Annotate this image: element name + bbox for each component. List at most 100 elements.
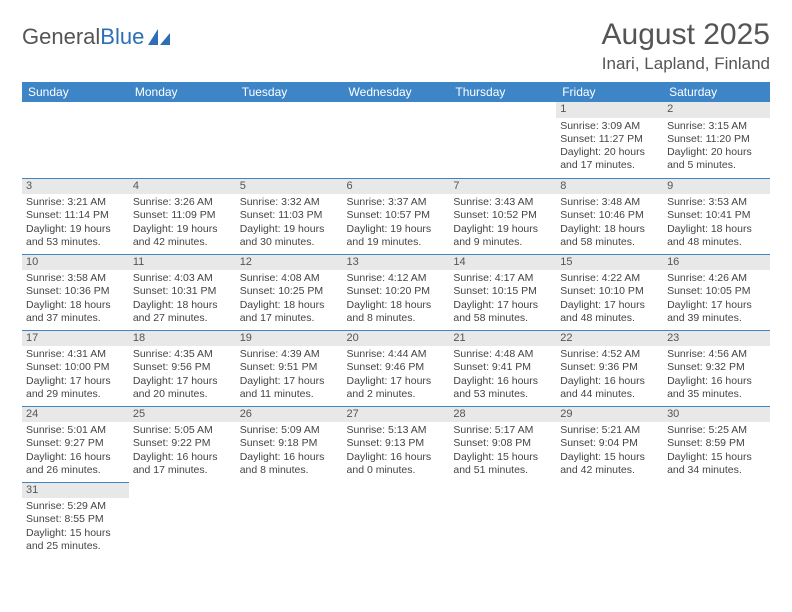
- day-number: 23: [663, 331, 770, 347]
- calendar-cell: 29Sunrise: 5:21 AMSunset: 9:04 PMDayligh…: [556, 406, 663, 482]
- sunrise: Sunrise: 5:05 AM: [133, 424, 232, 437]
- sunrise: Sunrise: 5:09 AM: [240, 424, 339, 437]
- sunrise: Sunrise: 4:31 AM: [26, 348, 125, 361]
- day-number: 27: [343, 407, 450, 423]
- daylight: Daylight: 17 hours and 58 minutes.: [453, 299, 552, 325]
- day-body: Sunrise: 5:01 AMSunset: 9:27 PMDaylight:…: [22, 422, 129, 481]
- daylight: Daylight: 19 hours and 42 minutes.: [133, 223, 232, 249]
- daylight: Daylight: 15 hours and 34 minutes.: [667, 451, 766, 477]
- sunrise: Sunrise: 4:22 AM: [560, 272, 659, 285]
- weekday-header: Thursday: [449, 82, 556, 102]
- sunrise: Sunrise: 4:08 AM: [240, 272, 339, 285]
- calendar-cell: 12Sunrise: 4:08 AMSunset: 10:25 PMDaylig…: [236, 254, 343, 330]
- day-body: Sunrise: 4:12 AMSunset: 10:20 PMDaylight…: [343, 270, 450, 329]
- daylight: Daylight: 16 hours and 35 minutes.: [667, 375, 766, 401]
- calendar-cell: 30Sunrise: 5:25 AMSunset: 8:59 PMDayligh…: [663, 406, 770, 482]
- daylight: Daylight: 17 hours and 2 minutes.: [347, 375, 446, 401]
- sunset: Sunset: 9:27 PM: [26, 437, 125, 450]
- weekday-header: Saturday: [663, 82, 770, 102]
- sunrise: Sunrise: 4:12 AM: [347, 272, 446, 285]
- calendar-cell: 17Sunrise: 4:31 AMSunset: 10:00 PMDaylig…: [22, 330, 129, 406]
- day-number: 3: [22, 179, 129, 195]
- weekday-header: Wednesday: [343, 82, 450, 102]
- day-body: Sunrise: 4:26 AMSunset: 10:05 PMDaylight…: [663, 270, 770, 329]
- day-body: Sunrise: 3:58 AMSunset: 10:36 PMDaylight…: [22, 270, 129, 329]
- sunrise: Sunrise: 5:01 AM: [26, 424, 125, 437]
- daylight: Daylight: 20 hours and 5 minutes.: [667, 146, 766, 172]
- sunset: Sunset: 9:04 PM: [560, 437, 659, 450]
- calendar-cell: 11Sunrise: 4:03 AMSunset: 10:31 PMDaylig…: [129, 254, 236, 330]
- sunrise: Sunrise: 3:53 AM: [667, 196, 766, 209]
- sunset: Sunset: 10:20 PM: [347, 285, 446, 298]
- sunset: Sunset: 10:00 PM: [26, 361, 125, 374]
- sunrise: Sunrise: 4:35 AM: [133, 348, 232, 361]
- day-body: Sunrise: 3:43 AMSunset: 10:52 PMDaylight…: [449, 194, 556, 253]
- logo: GeneralBlue: [22, 24, 172, 50]
- calendar-cell: [663, 482, 770, 558]
- calendar-cell: 3Sunrise: 3:21 AMSunset: 11:14 PMDayligh…: [22, 178, 129, 254]
- calendar-cell: 18Sunrise: 4:35 AMSunset: 9:56 PMDayligh…: [129, 330, 236, 406]
- sunrise: Sunrise: 3:26 AM: [133, 196, 232, 209]
- calendar-cell: [129, 482, 236, 558]
- calendar-cell: [236, 482, 343, 558]
- calendar-cell: [556, 482, 663, 558]
- day-body: Sunrise: 4:35 AMSunset: 9:56 PMDaylight:…: [129, 346, 236, 405]
- day-body: Sunrise: 4:17 AMSunset: 10:15 PMDaylight…: [449, 270, 556, 329]
- sunset: Sunset: 10:25 PM: [240, 285, 339, 298]
- weekday-header: Monday: [129, 82, 236, 102]
- calendar-cell: 24Sunrise: 5:01 AMSunset: 9:27 PMDayligh…: [22, 406, 129, 482]
- day-number: 4: [129, 179, 236, 195]
- day-body: Sunrise: 4:48 AMSunset: 9:41 PMDaylight:…: [449, 346, 556, 405]
- sunset: Sunset: 10:41 PM: [667, 209, 766, 222]
- sunset: Sunset: 9:36 PM: [560, 361, 659, 374]
- sunrise: Sunrise: 3:43 AM: [453, 196, 552, 209]
- calendar-cell: 26Sunrise: 5:09 AMSunset: 9:18 PMDayligh…: [236, 406, 343, 482]
- calendar-cell: 23Sunrise: 4:56 AMSunset: 9:32 PMDayligh…: [663, 330, 770, 406]
- daylight: Daylight: 16 hours and 8 minutes.: [240, 451, 339, 477]
- sunset: Sunset: 10:10 PM: [560, 285, 659, 298]
- day-number: 13: [343, 255, 450, 271]
- sunset: Sunset: 9:46 PM: [347, 361, 446, 374]
- day-number: 9: [663, 179, 770, 195]
- calendar-cell: 8Sunrise: 3:48 AMSunset: 10:46 PMDayligh…: [556, 178, 663, 254]
- calendar-week: 1Sunrise: 3:09 AMSunset: 11:27 PMDayligh…: [22, 102, 770, 178]
- sunset: Sunset: 9:08 PM: [453, 437, 552, 450]
- calendar-week: 31Sunrise: 5:29 AMSunset: 8:55 PMDayligh…: [22, 482, 770, 558]
- calendar-cell: [449, 102, 556, 178]
- sunrise: Sunrise: 3:09 AM: [560, 120, 659, 133]
- calendar-cell: [22, 102, 129, 178]
- sunset: Sunset: 11:14 PM: [26, 209, 125, 222]
- day-body: Sunrise: 4:56 AMSunset: 9:32 PMDaylight:…: [663, 346, 770, 405]
- day-number: 26: [236, 407, 343, 423]
- calendar-cell: 1Sunrise: 3:09 AMSunset: 11:27 PMDayligh…: [556, 102, 663, 178]
- calendar-cell: 6Sunrise: 3:37 AMSunset: 10:57 PMDayligh…: [343, 178, 450, 254]
- calendar-cell: 13Sunrise: 4:12 AMSunset: 10:20 PMDaylig…: [343, 254, 450, 330]
- calendar-cell: 5Sunrise: 3:32 AMSunset: 11:03 PMDayligh…: [236, 178, 343, 254]
- sunrise: Sunrise: 4:39 AM: [240, 348, 339, 361]
- calendar-cell: 9Sunrise: 3:53 AMSunset: 10:41 PMDayligh…: [663, 178, 770, 254]
- sunset: Sunset: 9:56 PM: [133, 361, 232, 374]
- location: Inari, Lapland, Finland: [602, 54, 770, 74]
- calendar-cell: 25Sunrise: 5:05 AMSunset: 9:22 PMDayligh…: [129, 406, 236, 482]
- sunrise: Sunrise: 4:03 AM: [133, 272, 232, 285]
- daylight: Daylight: 15 hours and 51 minutes.: [453, 451, 552, 477]
- daylight: Daylight: 17 hours and 39 minutes.: [667, 299, 766, 325]
- day-body: Sunrise: 4:03 AMSunset: 10:31 PMDaylight…: [129, 270, 236, 329]
- day-number: 8: [556, 179, 663, 195]
- day-number: 17: [22, 331, 129, 347]
- daylight: Daylight: 16 hours and 26 minutes.: [26, 451, 125, 477]
- calendar-week: 24Sunrise: 5:01 AMSunset: 9:27 PMDayligh…: [22, 406, 770, 482]
- sunset: Sunset: 10:52 PM: [453, 209, 552, 222]
- daylight: Daylight: 19 hours and 9 minutes.: [453, 223, 552, 249]
- day-number: 12: [236, 255, 343, 271]
- calendar-cell: 4Sunrise: 3:26 AMSunset: 11:09 PMDayligh…: [129, 178, 236, 254]
- daylight: Daylight: 20 hours and 17 minutes.: [560, 146, 659, 172]
- daylight: Daylight: 17 hours and 29 minutes.: [26, 375, 125, 401]
- daylight: Daylight: 16 hours and 44 minutes.: [560, 375, 659, 401]
- day-number: 24: [22, 407, 129, 423]
- day-number: 1: [556, 102, 663, 118]
- sunset: Sunset: 10:57 PM: [347, 209, 446, 222]
- day-body: Sunrise: 5:13 AMSunset: 9:13 PMDaylight:…: [343, 422, 450, 481]
- calendar-cell: 2Sunrise: 3:15 AMSunset: 11:20 PMDayligh…: [663, 102, 770, 178]
- sunrise: Sunrise: 3:48 AM: [560, 196, 659, 209]
